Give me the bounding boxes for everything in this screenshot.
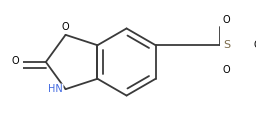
Text: Cl: Cl bbox=[253, 40, 256, 50]
Text: O: O bbox=[223, 15, 230, 25]
Text: O: O bbox=[62, 22, 69, 32]
Text: O: O bbox=[223, 65, 230, 75]
Text: HN: HN bbox=[48, 84, 63, 94]
Text: S: S bbox=[223, 40, 230, 50]
Text: O: O bbox=[11, 56, 19, 66]
